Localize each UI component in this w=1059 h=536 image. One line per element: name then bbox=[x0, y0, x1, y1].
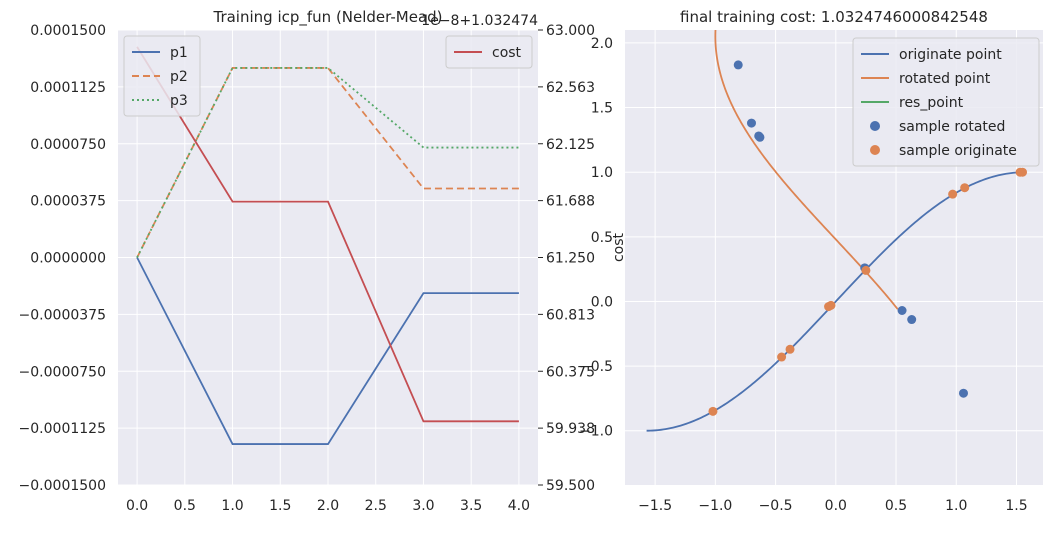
left-x-tick-label: 0.0 bbox=[126, 498, 148, 514]
left-secondary-y-tick-label: 63.000 bbox=[546, 23, 595, 39]
right-legend: originate point rotated point res_pointsam… bbox=[852, 37, 1040, 167]
right-chart-title: final training cost: 1.0324746000842548 bbox=[680, 8, 988, 26]
left-x-tick-label: 3.0 bbox=[412, 498, 434, 514]
left-chart: 0.0 0.5 1.0 1.5 2.0 2.5 3.0 3.5 4.0 0.00015000.0… bbox=[19, 8, 595, 514]
legend-entry: cost bbox=[492, 45, 522, 61]
point-sample-originate bbox=[785, 344, 795, 354]
right-x-tick-label: −1.0 bbox=[698, 498, 732, 514]
left-x-tick-labels: 0.0 0.5 1.0 1.5 2.0 2.5 3.0 3.5 4.0 bbox=[126, 498, 530, 514]
legend-entry: res_point bbox=[899, 95, 964, 111]
left-y-tick-labels: 0.0001500 0.0001125 0.0000750 0.0000375 0.00… bbox=[19, 23, 106, 494]
left-chart-title: Training icp_fun (Nelder-Mead) bbox=[212, 8, 442, 27]
point-sample-originate bbox=[777, 352, 787, 362]
point-sample-rotated bbox=[958, 388, 968, 398]
right-y-tick-label: −1.0 bbox=[579, 424, 613, 440]
right-x-tick-label: −1.5 bbox=[638, 498, 672, 514]
right-y-axis-label: cost bbox=[611, 232, 627, 262]
left-y-tick-label: −0.0001500 bbox=[19, 478, 106, 494]
left-secondary-y-tick-label: 62.125 bbox=[546, 137, 595, 153]
left-y-tick-label: −0.0000750 bbox=[19, 364, 106, 380]
point-sample-originate bbox=[1018, 167, 1028, 177]
left-y-tick-label: 0.0000000 bbox=[30, 251, 106, 267]
legend-entry: sample originate bbox=[899, 143, 1017, 159]
right-y-tick-label: 0.5 bbox=[591, 230, 613, 246]
legend-entry: p1 bbox=[170, 45, 188, 61]
left-legend-cost: cost bbox=[445, 35, 533, 69]
left-y-tick-label: 0.0000375 bbox=[30, 194, 106, 210]
series-line-p1 bbox=[136, 257, 519, 445]
left-series-lines bbox=[136, 46, 519, 445]
right-x-tick-label: −0.5 bbox=[759, 498, 793, 514]
right-y-tick-labels: 2.0 1.5 1.0 0.5 0.0 −0.5 −1.0 bbox=[579, 36, 613, 440]
left-y-tick-label: 0.0001125 bbox=[30, 80, 106, 96]
right-scatter-points bbox=[708, 60, 1028, 416]
legend-entry: rotated point bbox=[899, 71, 991, 87]
left-y-tick-label: 0.0000750 bbox=[30, 137, 106, 153]
left-legend-params: p1 p2 p3 bbox=[123, 35, 201, 117]
point-sample-originate bbox=[960, 183, 970, 193]
point-sample-originate bbox=[826, 300, 836, 310]
right-x-tick-label: 0.5 bbox=[885, 498, 907, 514]
series-line-p3 bbox=[136, 67, 519, 258]
left-x-tick-label: 0.5 bbox=[174, 498, 196, 514]
left-secondary-y-tick-label: 59.938 bbox=[546, 421, 595, 437]
left-secondary-y-tick-label: 59.500 bbox=[546, 478, 595, 494]
left-x-tick-label: 1.5 bbox=[269, 498, 291, 514]
right-y-tick-label: 1.0 bbox=[591, 165, 613, 181]
legend-marker bbox=[870, 145, 880, 155]
left-x-tick-label: 3.5 bbox=[460, 498, 482, 514]
left-y-tick-label: 0.0001500 bbox=[30, 23, 106, 39]
right-x-tick-label: 1.0 bbox=[945, 498, 967, 514]
point-sample-originate bbox=[708, 406, 718, 416]
legend-entry: p2 bbox=[170, 69, 188, 85]
left-x-tick-label: 2.0 bbox=[317, 498, 339, 514]
point-sample-rotated bbox=[746, 118, 756, 128]
left-secondary-y-tick-label: 61.250 bbox=[546, 251, 595, 267]
point-sample-originate bbox=[948, 189, 958, 199]
right-y-tick-label: 2.0 bbox=[591, 36, 613, 52]
right-y-tick-label: 1.5 bbox=[591, 101, 613, 117]
right-chart: −1.5 −1.0 −0.5 0.0 0.5 1.0 1.5 2.0 1.5 1.0 0.5 0.0… bbox=[579, 8, 1043, 514]
left-secondary-y-tick-label: 62.563 bbox=[546, 80, 595, 96]
left-secondary-offset-text: 1e−8+1.032474 bbox=[421, 13, 538, 29]
left-gridlines bbox=[118, 29, 538, 486]
left-y-tick-label: −0.0001125 bbox=[19, 421, 106, 437]
legend-entry: p3 bbox=[170, 93, 188, 109]
point-sample-rotated bbox=[733, 60, 743, 70]
left-secondary-y-tick-label: 60.813 bbox=[546, 307, 595, 323]
point-sample-rotated bbox=[755, 132, 765, 142]
legend-marker bbox=[870, 121, 880, 131]
left-x-tick-label: 4.0 bbox=[508, 498, 530, 514]
legend-entry: originate point bbox=[899, 47, 1002, 63]
point-sample-originate bbox=[861, 265, 871, 275]
point-sample-rotated bbox=[897, 305, 907, 315]
left-secondary-y-tick-label: 60.375 bbox=[546, 364, 595, 380]
series-line-cost bbox=[136, 46, 519, 423]
curve-rotated-point bbox=[714, 29, 899, 310]
right-y-tick-label: −0.5 bbox=[579, 359, 613, 375]
left-y-tick-label: −0.0000375 bbox=[19, 307, 106, 323]
left-x-tick-label: 2.5 bbox=[365, 498, 387, 514]
point-sample-rotated bbox=[907, 315, 917, 325]
legend-frame bbox=[445, 35, 533, 69]
right-x-tick-label: 1.5 bbox=[1005, 498, 1027, 514]
legend-frame bbox=[123, 35, 201, 117]
right-x-tick-label: 0.0 bbox=[825, 498, 847, 514]
left-x-tick-label: 1.0 bbox=[221, 498, 243, 514]
right-y-tick-label: 0.0 bbox=[591, 294, 613, 310]
legend-entry: sample rotated bbox=[899, 119, 1005, 135]
legend-frame bbox=[852, 37, 1040, 167]
left-secondary-y-tick-label: 61.688 bbox=[546, 194, 595, 210]
right-x-tick-labels: −1.5 −1.0 −0.5 0.0 0.5 1.0 1.5 bbox=[638, 498, 1028, 514]
left-secondary-y-tick-labels: 63.000 62.563 62.125 61.688 61.250 60.813 60.3… bbox=[538, 23, 595, 494]
